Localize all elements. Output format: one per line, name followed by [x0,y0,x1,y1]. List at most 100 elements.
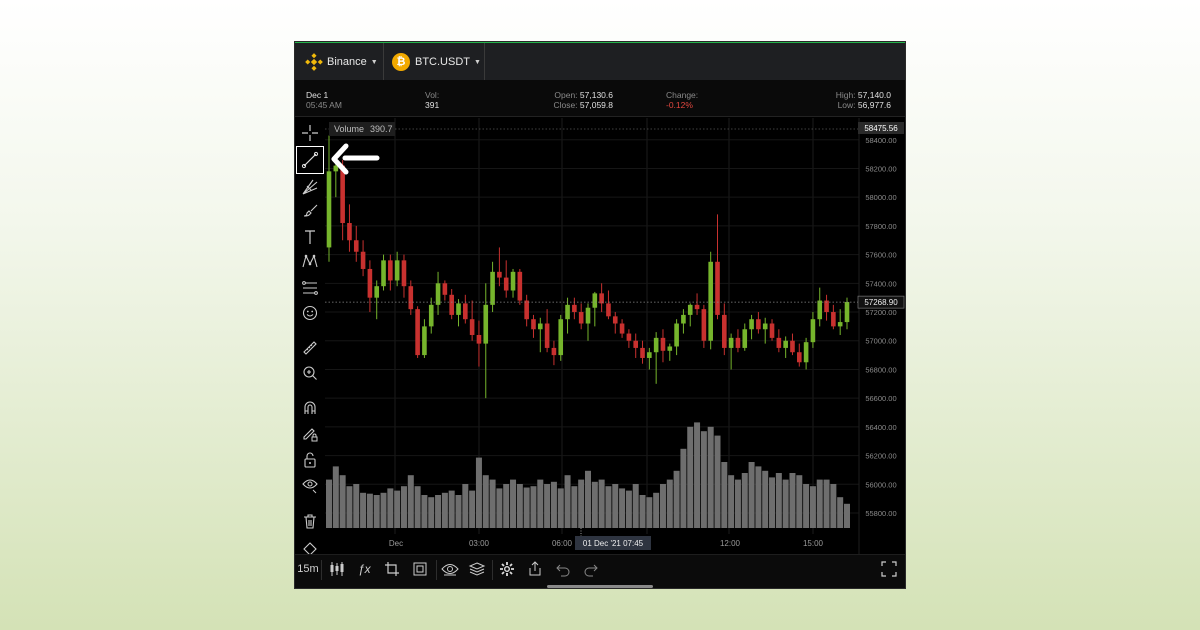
lock-tool[interactable] [299,449,321,471]
candle [408,280,414,315]
volume-bar [612,484,619,528]
indicators-button[interactable]: ƒx [353,555,377,583]
text-tool[interactable] [299,226,321,248]
hide-drawings-tool[interactable] [299,474,321,496]
candle [347,204,352,252]
candles [326,135,850,399]
price-tick-label: 57800.00 [865,222,896,231]
price-tick-label: 55800.00 [865,509,896,518]
candle [585,303,591,341]
volume-bar [489,479,496,528]
info-vol-label: Vol: [425,90,440,100]
candle [592,291,598,327]
price-tick-label: 57400.00 [865,279,896,288]
compare-button[interactable] [409,555,433,583]
redo-button[interactable] [579,555,603,583]
volume-bar [462,484,469,528]
candle [694,293,700,315]
candle-body [653,337,659,353]
compare-icon [413,562,427,576]
exchange-label: Binance [327,56,367,68]
gann-fan-tool[interactable] [299,176,321,198]
candle-body [762,323,768,330]
candle [428,297,434,334]
interval-button[interactable]: 15m [297,555,319,583]
undo-button[interactable] [551,555,575,583]
candle-body [347,223,352,241]
measure-range-tool[interactable] [299,277,321,299]
price-tick-label: 57000.00 [865,337,896,346]
fullscreen-crop-button[interactable] [381,555,405,583]
volume-bar [578,479,585,528]
share-button[interactable] [523,555,547,583]
candle [469,300,475,341]
home-indicator [547,585,653,588]
divider [492,560,493,580]
brush-tool[interactable] [299,200,321,222]
price-tick-label: 56800.00 [865,365,896,374]
volume-bar [326,479,332,528]
delete-drawings-tool[interactable] [299,510,321,532]
caret-down-icon: ▼ [370,58,378,66]
candle-body [565,304,570,320]
volume-bar [632,484,639,528]
zoom-in-tool[interactable] [299,362,321,384]
candle [619,319,625,338]
divider [436,560,437,580]
emoji-tool[interactable] [299,302,321,324]
candle [401,254,407,298]
candle-body [551,347,557,356]
candle [653,332,659,384]
price-tick-label: 58400.00 [865,136,896,145]
pair-selector[interactable]: ₿ BTC.USDT ▼ [384,43,485,81]
candle-body [585,307,591,324]
candle-body [728,337,734,348]
smiley-icon [302,305,318,321]
candle-body [531,319,536,330]
visibility-button[interactable] [438,555,462,583]
exchange-selector[interactable]: Binance ▼ [295,43,384,81]
time-tick-label: 06:00 [552,539,573,548]
price-tick-label: 56400.00 [865,423,896,432]
chart-area[interactable]: 58400.00 58200.00 58000.00 57800.00 57600.00… [325,118,905,554]
volume-bar [809,486,816,528]
top-price-marker-label: 58475.56 [864,124,898,133]
volume-bar [455,495,462,528]
candle [326,135,332,262]
chart-type-button[interactable] [325,555,349,583]
pattern-tool[interactable] [299,251,321,273]
layers-button[interactable] [465,555,489,583]
volume-bar [373,495,380,528]
volume-bar [510,479,517,528]
candle-body [428,304,434,327]
fullscreen-button[interactable] [877,555,901,583]
crosshair-tool[interactable] [299,122,321,144]
trend-line-tool[interactable] [296,146,324,174]
svg-text:ƒx: ƒx [358,562,372,576]
info-high-label: High: [835,90,856,100]
cursor-time-label: 01 Dec '21 07:45 [583,539,644,548]
volume-bar [475,457,482,528]
volume-bar [755,466,762,528]
candle [837,309,843,335]
lock-drawings-tool[interactable] [299,423,321,445]
volume-bar [544,484,551,528]
volume-bar [400,486,407,528]
candle [796,343,802,367]
price-tick-label: 56200.00 [865,452,896,461]
candle-body [340,165,345,224]
volume-bar [769,477,776,528]
candle-body [687,304,693,315]
magnet-tool[interactable] [299,397,321,419]
pattern-icon [302,254,318,268]
candle [544,309,550,353]
candle [456,299,461,327]
volume-bar [639,495,646,528]
settings-button[interactable] [495,555,519,583]
ruler-tool[interactable] [299,337,321,359]
volume-bar [394,490,401,528]
volume-bar [496,488,503,528]
candle [599,283,604,313]
info-close-value: 57,059.8 [579,100,613,110]
candle-body [381,260,386,287]
